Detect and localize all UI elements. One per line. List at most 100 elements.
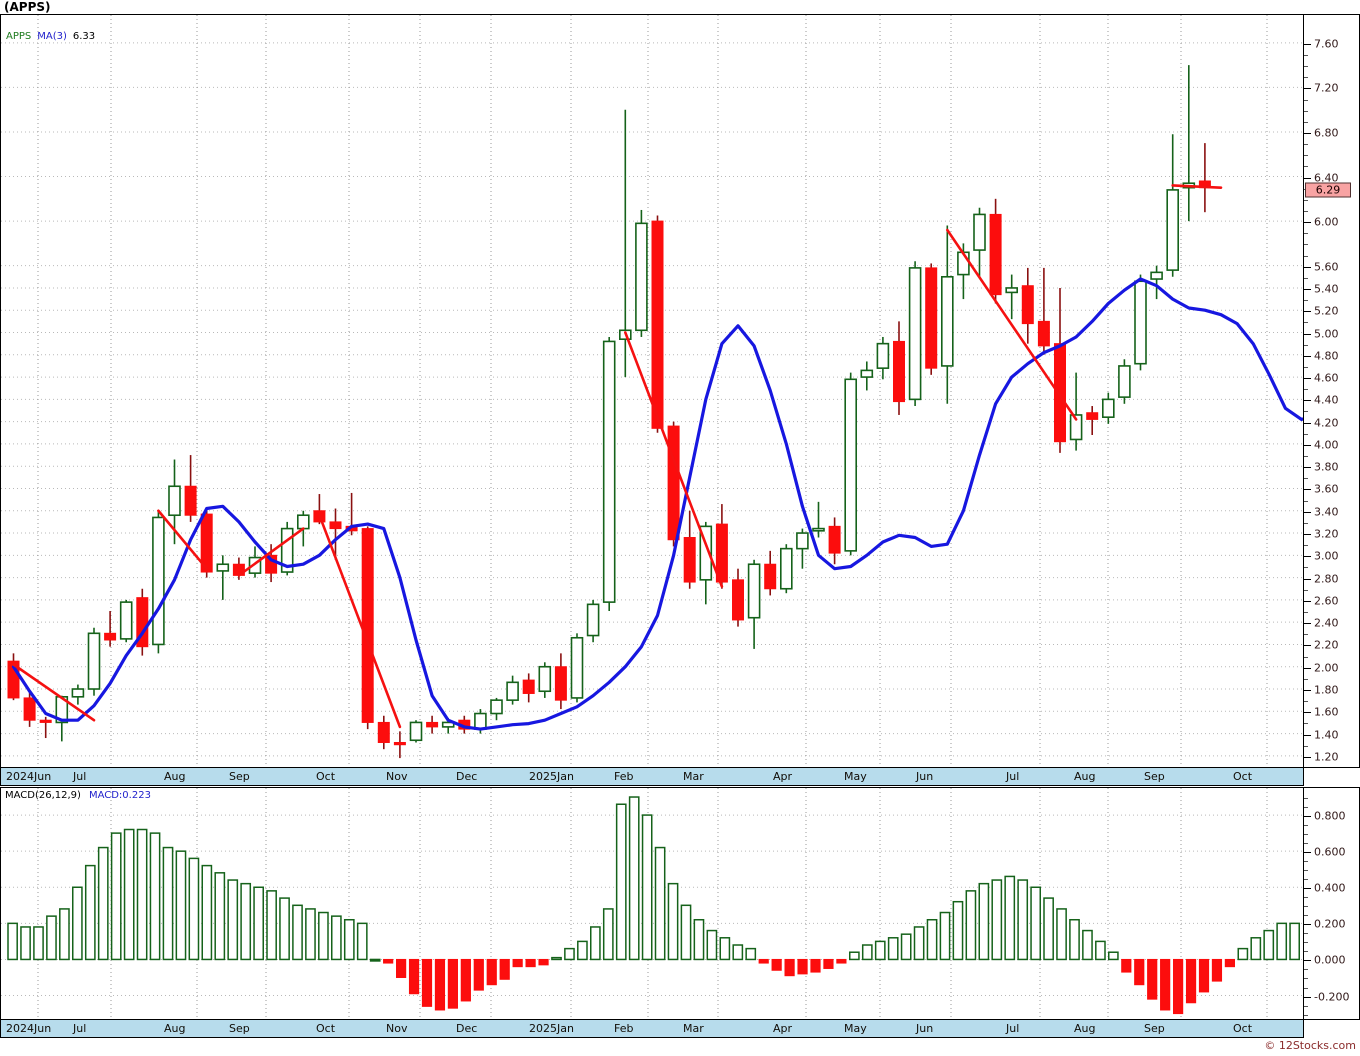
x-axis-label-macd: Dec	[456, 1022, 478, 1035]
price-axis-label: 3.20	[1314, 527, 1339, 541]
price-axis-label: 5.20	[1314, 304, 1339, 318]
macd-axis-minor-tick	[1304, 915, 1308, 917]
macd-axis-minor-tick	[1304, 933, 1308, 935]
price-axis-label: 2.60	[1314, 594, 1339, 608]
price-axis-tick	[1304, 355, 1311, 357]
x-axis-label-price: Aug	[164, 770, 186, 783]
x-axis-label-price: Jul	[1006, 770, 1020, 783]
price-axis-label: 2.00	[1314, 661, 1339, 675]
x-axis-label-price: 2025Jan	[529, 770, 574, 783]
macd-axis-minor-tick	[1304, 879, 1308, 881]
price-axis-label: 4.40	[1314, 393, 1339, 407]
x-axis-label-price: Aug	[1074, 770, 1096, 783]
price-axis-tick	[1304, 444, 1311, 446]
macd-axis-minor-tick	[1304, 906, 1308, 908]
macd-legend-name: MACD(26,12,9)	[5, 790, 81, 801]
price-axis-tick	[1304, 578, 1311, 580]
macd-axis-label: 0.400	[1314, 881, 1346, 895]
price-axis-label: 4.60	[1314, 371, 1339, 385]
x-axis-label-price: Mar	[683, 770, 704, 783]
x-axis-label-macd: Feb	[614, 1022, 634, 1035]
price-axis-minor-tick	[1304, 54, 1308, 56]
macd-chart-panel[interactable]: MACD(26,12,9) MACD:0.223	[0, 787, 1304, 1020]
price-axis-label: 1.20	[1314, 750, 1339, 764]
macd-legend-value: MACD:0.223	[88, 790, 151, 801]
price-axis-label: 7.20	[1314, 81, 1339, 95]
x-axis-label-macd: Aug	[164, 1022, 186, 1035]
price-axis-label: 6.40	[1314, 171, 1339, 185]
macd-y-axis: 0.800 0.600 0.400 0.200 0.000 -0.200	[1304, 787, 1360, 1020]
price-axis-tick	[1304, 43, 1311, 45]
price-chart-panel[interactable]: APPS MA(3) 6.33	[0, 14, 1304, 768]
x-axis-label-macd: Mar	[683, 1022, 704, 1035]
macd-axis-tick	[1304, 924, 1311, 926]
legend-value: 6.33	[72, 31, 96, 42]
price-axis-minor-tick	[1304, 433, 1308, 435]
macd-axis-minor-tick	[1304, 834, 1308, 836]
macd-axis-tick	[1304, 996, 1311, 998]
price-axis-minor-tick	[1304, 411, 1308, 413]
x-axis-label-price: Feb	[614, 770, 634, 783]
macd-axis-minor-tick	[1304, 942, 1308, 944]
price-axis-label: 3.60	[1314, 482, 1339, 496]
price-axis-minor-tick	[1304, 745, 1308, 747]
macd-axis-minor-tick	[1304, 951, 1308, 953]
price-axis-minor-tick	[1304, 66, 1308, 68]
last-price-badge: 6.29	[1305, 182, 1351, 198]
x-axis-label-macd: 2025Jan	[529, 1022, 574, 1035]
x-axis-label-macd: May	[844, 1022, 867, 1035]
price-axis-tick	[1304, 311, 1311, 313]
price-axis-label: 6.00	[1314, 215, 1339, 229]
price-axis-minor-tick	[1304, 456, 1308, 458]
x-axis-label-price: May	[844, 770, 867, 783]
x-axis-label-price: Oct	[1233, 770, 1253, 783]
macd-axis-minor-tick	[1304, 843, 1308, 845]
price-axis-minor-tick	[1304, 121, 1308, 123]
x-axis-label-macd: Jul	[1006, 1022, 1020, 1035]
x-axis-label-macd: Oct	[1233, 1022, 1253, 1035]
price-axis-label: 5.40	[1314, 282, 1339, 296]
price-axis-label: 4.00	[1314, 438, 1339, 452]
macd-axis-minor-tick	[1304, 1005, 1308, 1007]
price-axis-minor-tick	[1304, 144, 1308, 146]
macd-axis-tick	[1304, 960, 1311, 962]
price-axis-tick	[1304, 556, 1311, 558]
x-axis-label-price: 2024Jun	[6, 770, 52, 783]
price-axis-minor-tick	[1304, 344, 1308, 346]
price-axis-label: 1.80	[1314, 683, 1339, 697]
price-axis-tick	[1304, 333, 1311, 335]
price-axis-minor-tick	[1304, 366, 1308, 368]
price-axis-minor-tick	[1304, 634, 1308, 636]
x-axis-label-macd: Jul	[73, 1022, 87, 1035]
x-axis-label-price: Sep	[229, 770, 250, 783]
macd-axis-minor-tick	[1304, 978, 1308, 980]
price-axis-label: 7.60	[1314, 37, 1339, 51]
price-axis-label: 3.40	[1314, 505, 1339, 519]
price-axis-tick	[1304, 132, 1311, 134]
x-axis-date-band-price: 2024Jun Jul Aug Sep Oct Nov Dec 2025Jan Feb Mar Ap…	[0, 768, 1304, 786]
price-axis-tick	[1304, 400, 1311, 402]
price-axis-tick	[1304, 623, 1311, 625]
price-axis-label: 5.60	[1314, 260, 1339, 274]
legend-symbol: APPS	[6, 31, 32, 42]
price-axis-tick	[1304, 667, 1311, 669]
price-axis-minor-tick	[1304, 210, 1308, 212]
price-axis-label: 5.00	[1314, 327, 1339, 340]
price-axis-tick	[1304, 534, 1311, 536]
price-axis-label: 1.40	[1314, 728, 1339, 742]
macd-axis-minor-tick	[1304, 897, 1308, 899]
x-axis-label-price: Dec	[456, 770, 478, 783]
price-axis-tick	[1304, 489, 1311, 491]
price-axis-minor-tick	[1304, 678, 1308, 680]
macd-axis-minor-tick	[1304, 1014, 1308, 1016]
price-axis-tick	[1304, 690, 1311, 691]
price-axis-label: 1.60	[1314, 705, 1339, 719]
macd-axis-label: 0.800	[1314, 809, 1346, 823]
price-axis-minor-tick	[1304, 500, 1308, 502]
macd-axis-minor-tick	[1304, 861, 1308, 863]
price-axis-minor-tick	[1304, 244, 1308, 246]
price-axis-minor-tick	[1304, 322, 1308, 324]
x-axis-label-price: Jul	[73, 770, 87, 783]
price-axis-minor-tick	[1304, 701, 1308, 703]
x-axis-label-macd: Oct	[316, 1022, 336, 1035]
